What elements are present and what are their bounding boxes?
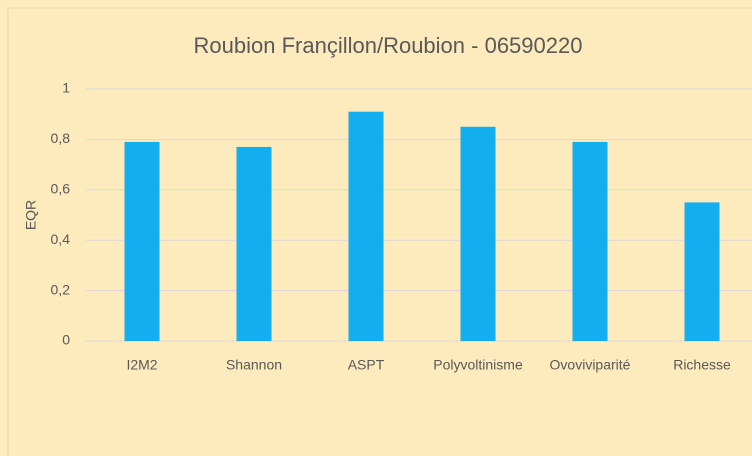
- y-tick-label: 0,2: [51, 281, 71, 297]
- bar: [348, 111, 384, 342]
- y-tick-label: 0,4: [51, 231, 71, 247]
- y-tick-label: 0: [62, 332, 70, 348]
- x-tick-label: Richesse: [673, 357, 731, 373]
- x-tick-label: Shannon: [226, 357, 282, 373]
- y-tick-label: 0,8: [51, 130, 71, 146]
- bar: [460, 126, 496, 341]
- bar: [124, 141, 160, 341]
- x-tick-label: Ovoviviparité: [550, 357, 631, 373]
- y-tick-label: 1: [62, 80, 70, 96]
- x-tick-label: I2M2: [126, 357, 157, 373]
- bar: [572, 141, 608, 341]
- bar: [236, 146, 272, 341]
- bar: [684, 202, 720, 341]
- y-tick-label: 0,6: [51, 181, 71, 197]
- chart-title: Roubion Françillon/Roubion - 06590220: [194, 33, 583, 58]
- x-tick-label: ASPT: [348, 357, 385, 373]
- y-axis-label: EQR: [23, 200, 39, 230]
- x-tick-label: Polyvoltinisme: [433, 357, 523, 373]
